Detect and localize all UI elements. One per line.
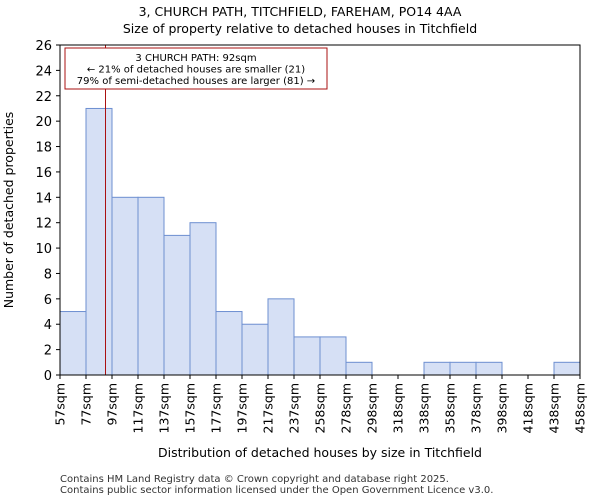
bar-278sqm: [345, 361, 373, 376]
x-tick-label-77sqm: 77sqm: [79, 383, 94, 426]
y-axis-label: Number of detached properties: [1, 112, 16, 309]
x-axis-label: Distribution of detached houses by size …: [158, 445, 482, 460]
bar-137sqm: [163, 234, 191, 376]
bar-177sqm: [215, 311, 243, 376]
chart-subtitle: Size of property relative to detached ho…: [122, 21, 478, 36]
y-tick-label-6: 6: [44, 293, 52, 308]
bar-117sqm: [137, 196, 165, 376]
bar-97sqm: [111, 196, 139, 376]
x-tick-label-278sqm: 278sqm: [339, 383, 354, 433]
bar-157sqm: [189, 222, 217, 376]
y-tick-label-14: 14: [35, 191, 52, 206]
y-tick-label-2: 2: [44, 344, 52, 359]
annotation-line-2: ← 21% of detached houses are smaller (21…: [87, 65, 305, 76]
x-tick-label-157sqm: 157sqm: [183, 383, 198, 433]
x-tick-label-117sqm: 117sqm: [131, 383, 146, 433]
x-tick-label-438sqm: 438sqm: [547, 383, 562, 433]
bar-237sqm: [293, 336, 321, 376]
annotation-line-3: 79% of semi-detached houses are larger (…: [77, 76, 315, 87]
x-tick-label-458sqm: 458sqm: [573, 383, 588, 433]
bar-378sqm: [475, 361, 503, 376]
y-tick-label-18: 18: [35, 141, 52, 156]
annotation-line-1: 3 CHURCH PATH: 92sqm: [135, 53, 256, 64]
bar-217sqm: [267, 298, 295, 376]
y-tick-label-12: 12: [35, 217, 52, 232]
x-tick-label-298sqm: 298sqm: [365, 383, 380, 433]
footer-licence: Contains public sector information licen…: [60, 485, 494, 496]
annotation-group: 3 CHURCH PATH: 92sqm← 21% of detached ho…: [64, 47, 328, 90]
y-tick-label-24: 24: [35, 64, 52, 79]
bars-group: [59, 107, 581, 376]
y-tick-label-8: 8: [44, 267, 52, 282]
x-tick-label-258sqm: 258sqm: [313, 383, 328, 433]
y-tick-label-22: 22: [35, 90, 52, 105]
x-tick-label-318sqm: 318sqm: [391, 383, 406, 433]
annotation-box: [64, 47, 328, 90]
footer-copyright: Contains HM Land Registry data © Crown c…: [60, 474, 449, 485]
x-tick-label-177sqm: 177sqm: [209, 383, 224, 433]
bar-57sqm: [59, 311, 87, 376]
x-tick-label-57sqm: 57sqm: [53, 383, 68, 426]
x-tick-label-418sqm: 418sqm: [521, 383, 536, 433]
y-tick-label-0: 0: [44, 369, 52, 384]
bar-438sqm: [553, 361, 581, 376]
bar-77sqm: [85, 107, 113, 376]
x-tick-label-358sqm: 358sqm: [443, 383, 458, 433]
x-tick-label-97sqm: 97sqm: [105, 383, 120, 426]
chart-title: 3, CHURCH PATH, TITCHFIELD, FAREHAM, PO1…: [138, 4, 462, 19]
y-tick-label-16: 16: [35, 166, 52, 181]
x-tick-label-237sqm: 237sqm: [287, 383, 302, 433]
x-tick-label-217sqm: 217sqm: [261, 383, 276, 433]
bar-338sqm: [423, 361, 451, 376]
x-tick-label-197sqm: 197sqm: [235, 383, 250, 433]
x-tick-label-338sqm: 338sqm: [417, 383, 432, 433]
y-tick-label-20: 20: [35, 115, 52, 130]
x-tick-label-378sqm: 378sqm: [469, 383, 484, 433]
bar-258sqm: [319, 336, 347, 376]
bar-197sqm: [241, 323, 269, 376]
y-tick-label-26: 26: [35, 39, 52, 54]
x-tick-label-398sqm: 398sqm: [495, 383, 510, 433]
x-tick-label-137sqm: 137sqm: [157, 383, 172, 433]
y-tick-label-4: 4: [44, 318, 52, 333]
bar-358sqm: [449, 361, 477, 376]
y-tick-label-10: 10: [35, 242, 52, 257]
